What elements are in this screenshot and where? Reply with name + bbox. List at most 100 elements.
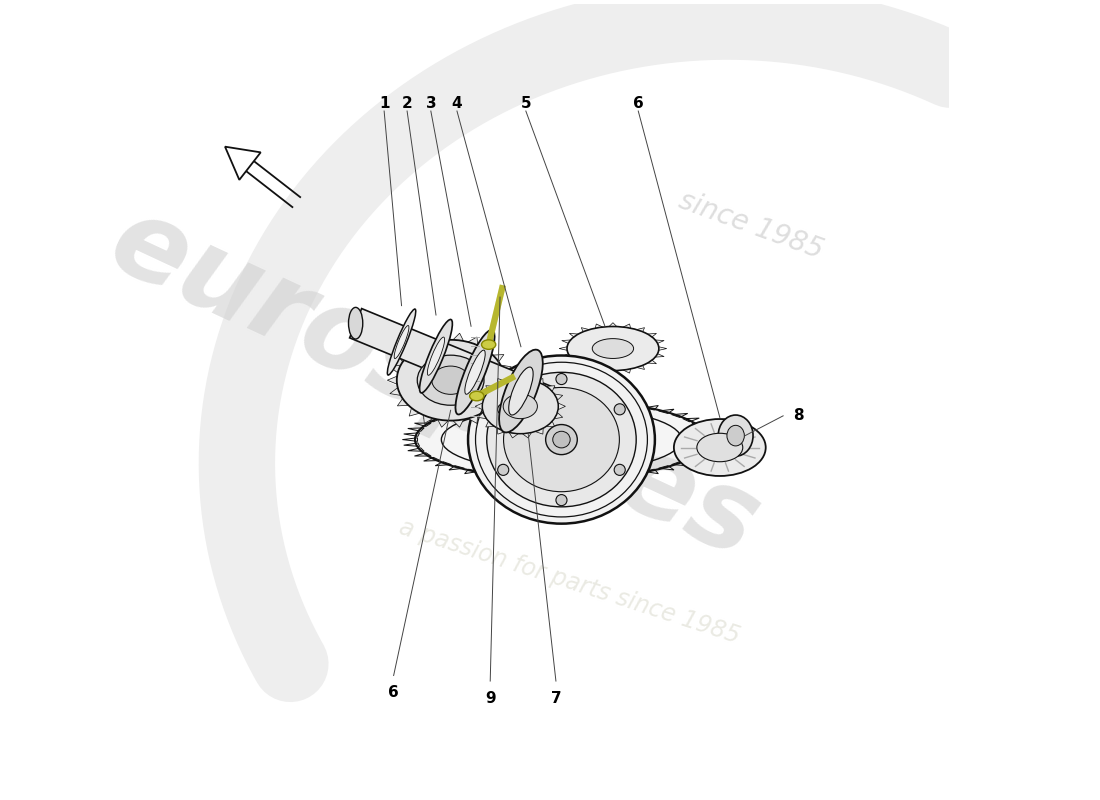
Polygon shape: [535, 378, 543, 385]
Polygon shape: [482, 344, 492, 353]
Polygon shape: [438, 419, 449, 427]
Ellipse shape: [546, 425, 578, 454]
Polygon shape: [482, 402, 495, 407]
Ellipse shape: [397, 340, 505, 421]
Text: 4: 4: [452, 96, 462, 111]
Polygon shape: [477, 413, 486, 418]
Polygon shape: [522, 374, 531, 380]
Polygon shape: [500, 365, 512, 373]
Polygon shape: [409, 344, 419, 353]
Polygon shape: [535, 428, 543, 434]
Ellipse shape: [455, 330, 495, 414]
Polygon shape: [500, 400, 513, 405]
Text: a passion for parts since 1985: a passion for parts since 1985: [396, 515, 742, 649]
Polygon shape: [595, 324, 604, 329]
Polygon shape: [581, 328, 592, 333]
Polygon shape: [581, 364, 592, 370]
Ellipse shape: [470, 391, 484, 401]
Polygon shape: [464, 406, 480, 410]
Circle shape: [497, 464, 509, 475]
Polygon shape: [635, 364, 645, 370]
Polygon shape: [657, 346, 667, 351]
Text: 8: 8: [793, 408, 803, 423]
Polygon shape: [453, 419, 463, 427]
Polygon shape: [705, 438, 720, 442]
Polygon shape: [397, 354, 408, 362]
Polygon shape: [547, 386, 554, 391]
Text: 6: 6: [632, 96, 644, 111]
Polygon shape: [683, 458, 700, 461]
Text: 2: 2: [402, 96, 412, 111]
Ellipse shape: [696, 434, 742, 462]
Polygon shape: [554, 397, 568, 401]
Polygon shape: [536, 478, 549, 482]
Polygon shape: [703, 433, 719, 436]
Polygon shape: [621, 324, 630, 329]
Ellipse shape: [553, 431, 570, 448]
Text: 7: 7: [551, 690, 561, 706]
Circle shape: [614, 464, 625, 475]
Ellipse shape: [486, 372, 636, 507]
Ellipse shape: [349, 307, 363, 339]
Text: 6: 6: [388, 685, 399, 700]
Ellipse shape: [718, 415, 754, 456]
Circle shape: [614, 404, 625, 415]
Polygon shape: [692, 423, 708, 426]
Ellipse shape: [482, 340, 496, 350]
Polygon shape: [504, 376, 514, 384]
Ellipse shape: [419, 319, 452, 393]
Text: 5: 5: [520, 96, 531, 111]
Polygon shape: [574, 478, 586, 482]
Polygon shape: [500, 474, 513, 479]
Text: 9: 9: [485, 690, 495, 706]
Polygon shape: [389, 388, 400, 395]
Circle shape: [556, 374, 566, 385]
Circle shape: [497, 404, 509, 415]
Polygon shape: [453, 333, 463, 341]
Polygon shape: [449, 410, 464, 414]
Polygon shape: [645, 334, 657, 338]
Polygon shape: [554, 478, 568, 482]
Polygon shape: [672, 462, 688, 466]
Polygon shape: [628, 402, 641, 407]
Polygon shape: [570, 359, 581, 364]
Ellipse shape: [428, 337, 444, 375]
Polygon shape: [409, 408, 419, 416]
Polygon shape: [522, 433, 531, 438]
Polygon shape: [397, 398, 408, 406]
Ellipse shape: [417, 355, 484, 406]
Polygon shape: [652, 353, 664, 358]
Polygon shape: [436, 414, 451, 418]
Ellipse shape: [727, 426, 745, 446]
Polygon shape: [621, 368, 630, 373]
Polygon shape: [644, 406, 658, 410]
Polygon shape: [486, 422, 494, 427]
Polygon shape: [468, 337, 477, 346]
Polygon shape: [628, 472, 641, 477]
Ellipse shape: [482, 379, 559, 434]
Text: 1: 1: [378, 96, 389, 111]
Polygon shape: [554, 413, 563, 418]
Polygon shape: [595, 368, 604, 373]
Polygon shape: [644, 470, 658, 474]
Ellipse shape: [566, 326, 659, 370]
Ellipse shape: [504, 387, 619, 492]
Polygon shape: [389, 365, 400, 373]
Polygon shape: [404, 443, 419, 446]
Polygon shape: [635, 328, 645, 333]
Polygon shape: [497, 428, 506, 434]
Polygon shape: [493, 354, 504, 362]
Polygon shape: [482, 408, 492, 416]
Polygon shape: [692, 453, 708, 456]
Polygon shape: [645, 359, 657, 364]
Polygon shape: [518, 398, 530, 402]
Polygon shape: [562, 340, 573, 344]
Ellipse shape: [465, 350, 485, 394]
Polygon shape: [610, 474, 623, 479]
Polygon shape: [698, 448, 715, 451]
Polygon shape: [659, 410, 674, 414]
Polygon shape: [486, 386, 494, 391]
Polygon shape: [570, 334, 581, 338]
Polygon shape: [652, 340, 664, 344]
Polygon shape: [408, 448, 425, 451]
